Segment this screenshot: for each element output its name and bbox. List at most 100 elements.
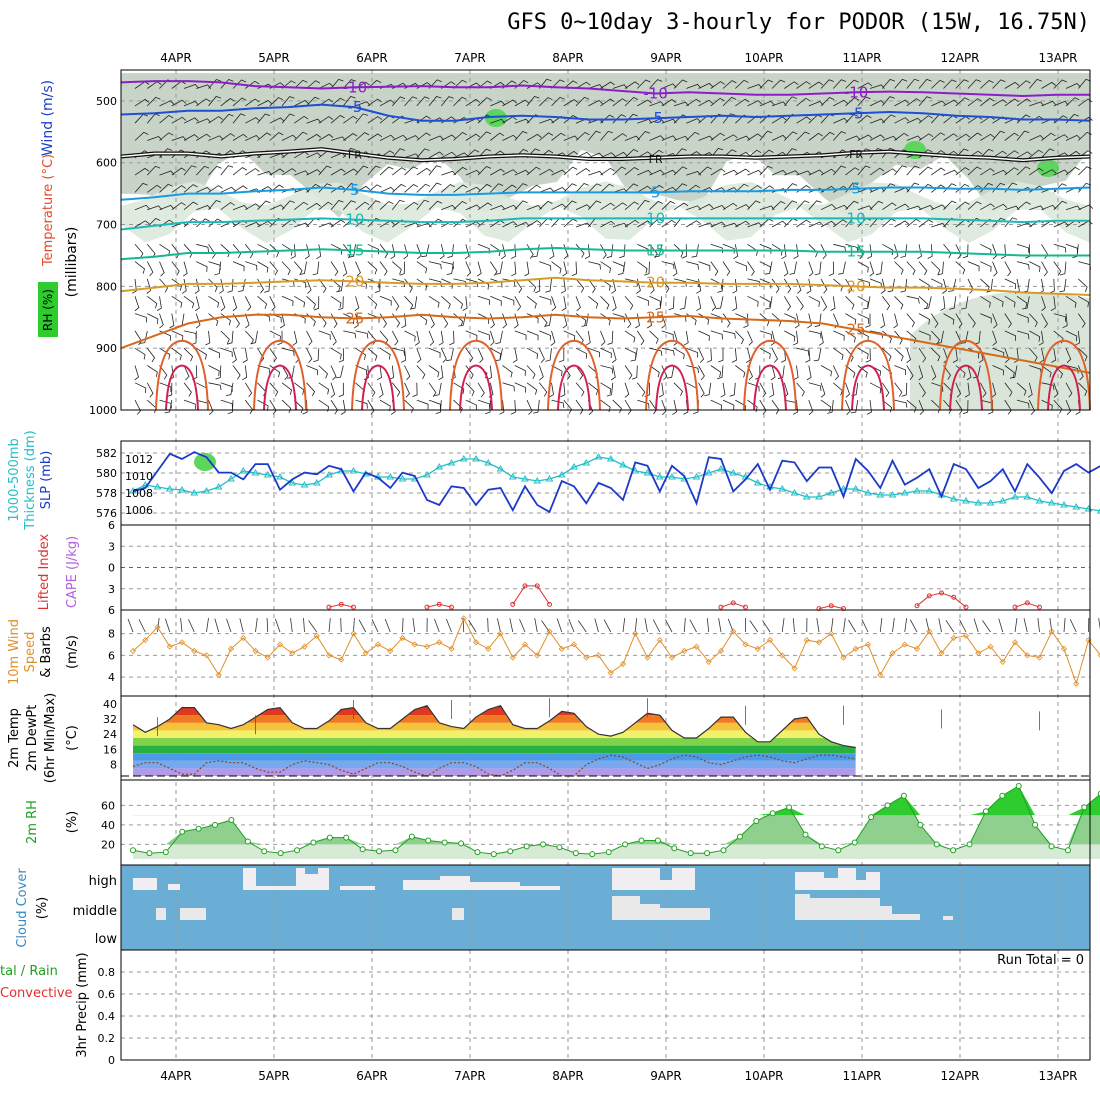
wind-barb (244, 244, 254, 259)
wind-barb (869, 382, 882, 394)
wind-barb (147, 365, 158, 377)
wind-barb (906, 135, 922, 141)
temperature-contour-label: -5 (347, 98, 362, 116)
wind-barb (869, 330, 883, 339)
wind-barb (637, 185, 652, 193)
wind-barb (526, 313, 539, 324)
rh2m-marker (425, 837, 432, 844)
wind-barb (706, 348, 712, 363)
wind-barb (421, 244, 430, 258)
wind-barb (220, 186, 236, 193)
rh2m-marker (540, 841, 547, 848)
temperature-contour-label: -10 (643, 84, 668, 102)
thickness-marker (472, 455, 480, 462)
wind-barb (1075, 330, 1081, 346)
wind-barb (600, 220, 616, 228)
wind10-barb (816, 618, 820, 633)
wind-barb (563, 115, 578, 124)
wind-barb (403, 244, 409, 260)
wind-barb (1053, 134, 1069, 141)
precip-tick-label: 0.2 (98, 1032, 116, 1045)
wind-barb (245, 98, 260, 107)
rh-high-spot (1037, 159, 1059, 177)
wind-barb (257, 243, 269, 255)
wind-barb (784, 131, 798, 141)
wind-barb (588, 261, 601, 270)
wind-barb (600, 130, 614, 141)
cloud-high-gap (168, 884, 180, 890)
wind-barb (710, 81, 725, 89)
wind10-barb (792, 618, 795, 633)
lifted-index-marker (718, 604, 724, 610)
wind10-marker (546, 628, 553, 635)
wind10-barb (973, 618, 979, 633)
wind10-marker (166, 643, 173, 650)
wind-barb (720, 382, 726, 398)
wind-barb (943, 99, 959, 107)
rh2m-marker (589, 851, 596, 858)
wind-barb (918, 399, 924, 415)
wind-barb (294, 382, 305, 395)
wind-barb (512, 348, 518, 363)
wind-barb (962, 244, 969, 259)
temperature-contour-label: 15 (847, 243, 866, 261)
wind-barb (416, 96, 430, 107)
wind-barb (330, 97, 345, 107)
wind-barb (906, 261, 916, 276)
wind10-marker (1060, 645, 1068, 652)
wind-barb (232, 365, 241, 380)
rh-high-spot (194, 453, 216, 471)
wind10-tick-label: 8 (108, 628, 115, 641)
wind-barb (159, 313, 164, 329)
wind-barb (654, 244, 663, 258)
wind10-marker (1085, 637, 1092, 644)
wind10-marker (987, 643, 994, 650)
wind10-barb (255, 618, 258, 633)
lifted-index-marker (436, 601, 442, 607)
wind-barb (1016, 201, 1031, 211)
wind-barb (269, 296, 276, 311)
wind-barb (698, 330, 710, 341)
wind-barb (1065, 399, 1072, 415)
wind-barb (796, 347, 810, 356)
cloud-high-gap (133, 878, 157, 890)
wind-barb (171, 347, 182, 361)
wind-barb (551, 203, 567, 211)
temp-tick-label: 16 (103, 743, 117, 756)
wind-barb (771, 220, 787, 228)
thickness-marker (655, 473, 664, 480)
wind-barb (563, 365, 571, 380)
wind-barb (214, 261, 222, 276)
wind-barb (539, 261, 552, 271)
wind-barb (1041, 169, 1057, 176)
panel-frame-upper (120, 69, 1091, 411)
wind-barb (159, 382, 172, 392)
wind-barb (281, 200, 295, 210)
wind-barb (318, 201, 333, 211)
label-slp: SLP (mb) (39, 451, 54, 510)
wind-barb (698, 313, 710, 325)
wind-barb (955, 365, 966, 379)
wind-barb (857, 82, 873, 89)
wind-barb (376, 365, 382, 381)
wind-barb (710, 221, 726, 228)
wind10-barb (434, 618, 440, 633)
wind-barb (428, 200, 443, 210)
wind-barb (588, 152, 604, 159)
temperature-contour (120, 246, 1090, 261)
wind-barb (722, 169, 738, 176)
wind-barb (510, 400, 516, 415)
warm-lobe-35 (753, 364, 787, 411)
wind-barb (428, 347, 441, 358)
cloud-high-gap (520, 886, 560, 890)
wind-barb (538, 348, 545, 363)
wind-barb (1022, 278, 1030, 293)
label-thickness-a: 1000-500mb (7, 438, 22, 522)
wind10-marker (178, 639, 186, 646)
wind10-barb (487, 617, 489, 633)
warm-lobe-30 (939, 339, 993, 411)
rh2m-marker (605, 849, 612, 856)
cloud-middle-gap (892, 914, 920, 920)
wind-barb (342, 147, 356, 159)
rh2m-marker (884, 802, 891, 809)
